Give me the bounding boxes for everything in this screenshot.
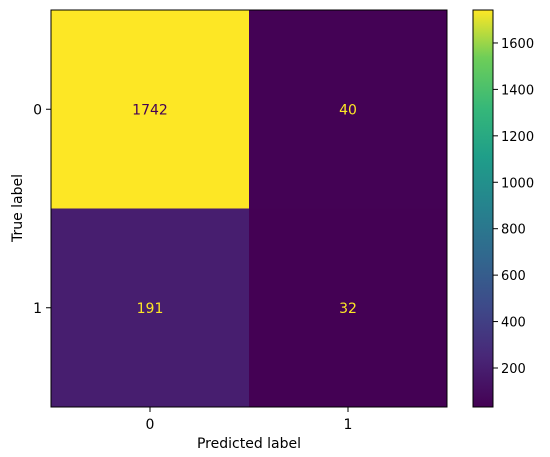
cell-value-label: 40 [339,102,357,118]
y-tick-label: 0 [33,102,42,118]
x-axis-label: Predicted label [197,436,301,452]
y-axis-label: True label [10,174,26,243]
plot-frame [50,9,448,408]
colorbar-tick-label: 200 [501,362,526,377]
colorbar-tick-label: 400 [501,316,526,331]
heatmap-cell [249,10,447,209]
cell-value-label: 1742 [132,102,168,118]
x-tick-label: 1 [344,417,353,433]
colorbar-tick-label: 1200 [501,130,534,145]
colorbar-frame [472,9,494,408]
cell-value-label: 191 [137,301,164,317]
colorbar-tick-label: 1600 [501,37,534,52]
colorbar-tick-label: 600 [501,269,526,284]
heatmap-cell-labels: 1742 40 191 32 [132,102,357,317]
heatmap-cell [51,208,249,407]
y-axis-ticks: 01 [33,102,51,317]
colorbar-tick-label: 800 [501,223,526,238]
y-tick-label: 1 [33,301,42,317]
heatmap-cell [51,10,249,209]
colorbar-tick-label: 1000 [501,176,534,191]
heatmap-cell [249,208,447,407]
heatmap-cells [51,10,447,407]
x-tick-label: 0 [146,417,155,433]
colorbar-tick-label: 1400 [501,83,534,98]
cell-value-label: 32 [339,301,357,317]
colorbar-ticks: 200 400 600 800 1000 1200 1400 1600 [493,37,534,377]
colorbar [473,10,493,407]
